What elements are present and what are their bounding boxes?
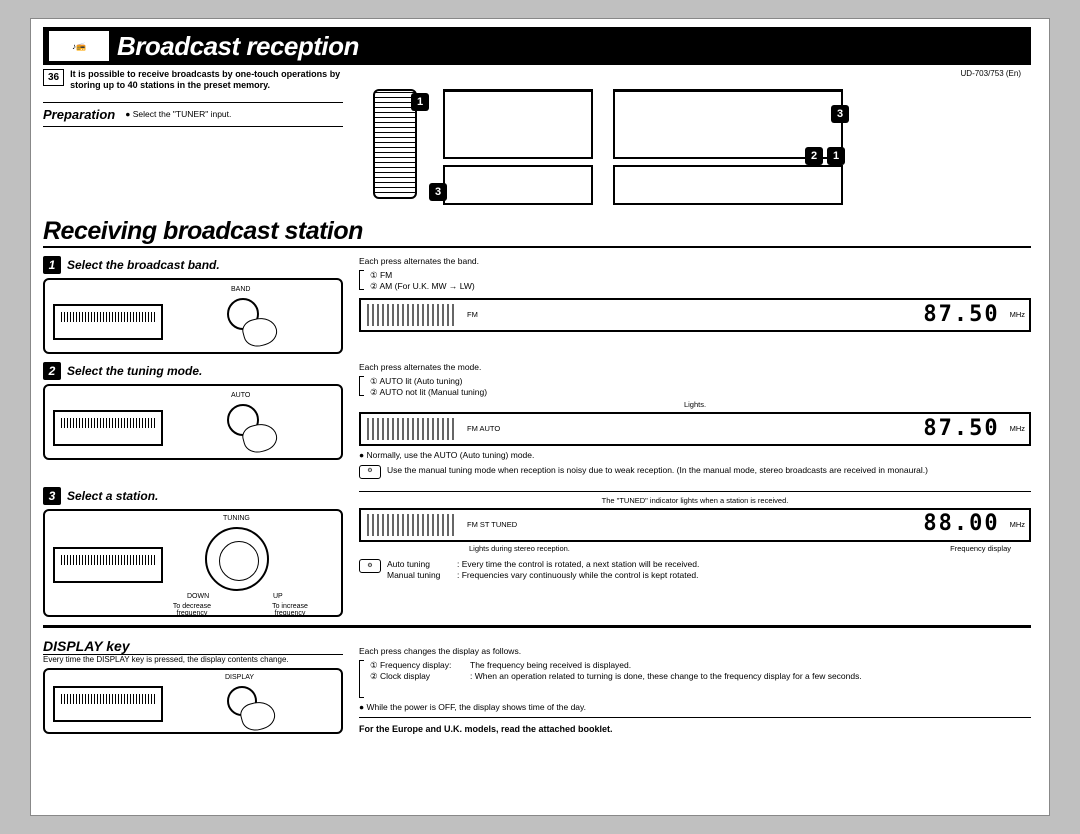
display-key-title: DISPLAY key [43, 638, 343, 655]
bracket3-icon [359, 660, 364, 698]
badge-1b-icon: 1 [827, 147, 845, 165]
auto-label: AUTO [231, 392, 250, 399]
step1-intro: Each press alternates the band. [359, 256, 1031, 267]
tuned-note: The "TUNED" indicator lights when a stat… [359, 496, 1031, 506]
step1-title: Select the broadcast band. [67, 258, 220, 272]
freq-3: 88.00 [923, 510, 999, 539]
dk-footer: For the Europe and U.K. models, read the… [359, 724, 1031, 736]
stack-left-bottom [443, 165, 593, 205]
step2-title: Select the tuning mode. [67, 364, 202, 378]
stereo-label: Lights during stereo reception. [469, 544, 570, 554]
dk-opt1-label: ① Frequency display: [370, 660, 470, 671]
step2-opt2: ② AUTO not lit (Manual tuning) [370, 387, 487, 398]
music-antenna-icon: ♪📻 [49, 31, 109, 61]
preparation-text: ● Select the "TUNER" input. [125, 109, 231, 119]
section-receiving-title: Receiving broadcast station [43, 217, 1031, 248]
freq-disp-label: Frequency display [950, 544, 1011, 554]
manual-tuning-desc: : Frequencies vary continuously while th… [457, 570, 1031, 581]
model-id: UD-703/753 (En) [961, 69, 1021, 78]
caution2-icon: ⚙ [359, 559, 381, 573]
step1-opt1: ① FM [370, 270, 475, 281]
step1-illustration: BAND [43, 278, 343, 354]
step1-number: 1 [43, 256, 61, 274]
band-label: BAND [231, 286, 250, 293]
dk-intro: Each press changes the display as follow… [359, 646, 1031, 657]
eq-icon [367, 304, 457, 326]
dk-opt2-desc: : When an operation related to turning i… [470, 671, 862, 682]
display-key-subtitle: Every time the DISPLAY key is pressed, t… [43, 655, 343, 664]
dk-opt2-label: ② Clock display [370, 671, 470, 682]
freq-1: 87.50 [923, 301, 999, 330]
step2-number: 2 [43, 362, 61, 380]
dec-label: To decrease frequency [165, 603, 219, 617]
step2-illustration: AUTO [43, 384, 343, 460]
bracket2-icon [359, 376, 364, 396]
step3-number: 3 [43, 487, 61, 505]
dk-note: ● While the power is OFF, the display sh… [359, 702, 1031, 713]
badge-2-icon: 2 [805, 147, 823, 165]
bracket-icon [359, 270, 364, 290]
display-panel-2: FM AUTO 87.50 MHz [359, 412, 1031, 446]
caution-icon: ⚙ [359, 465, 381, 479]
step2-note2: Use the manual tuning mode when receptio… [387, 465, 928, 476]
tuning-dial-icon [205, 527, 269, 591]
badge-3a-icon: 3 [429, 183, 447, 201]
display-panel-3: FM ST TUNED 88.00 MHz [359, 508, 1031, 542]
step2-intro: Each press alternates the mode. [359, 362, 1031, 373]
step1-opt2: ② AM (For U.K. MW → LW) [370, 281, 475, 292]
step3-illustration: TUNING DOWN UP To decrease frequency To … [43, 509, 343, 617]
up-label: UP [273, 593, 283, 600]
freq-2: 87.50 [923, 415, 999, 444]
intro-text: It is possible to receive broadcasts by … [70, 69, 343, 92]
manual-tuning-label: Manual tuning [387, 570, 457, 581]
step2-opt1: ① AUTO lit (Auto tuning) [370, 376, 487, 387]
preparation-label: Preparation [43, 107, 115, 122]
stack-left [443, 89, 593, 159]
display-panel-1: FM 87.50 MHz [359, 298, 1031, 332]
eq2-icon [367, 418, 457, 440]
display-label: DISPLAY [225, 674, 254, 681]
display-key-illustration: DISPLAY [43, 668, 343, 734]
dk-opt1-desc: The frequency being received is displaye… [470, 660, 862, 671]
page-title: Broadcast reception [117, 31, 359, 62]
inc-label: To increase frequency [263, 603, 317, 617]
page-number: 36 [43, 69, 64, 86]
lights-label: Lights. [359, 400, 1031, 410]
badge-1-icon: 1 [411, 93, 429, 111]
equipment-diagram: UD-703/753 (En) 1 3 3 2 1 [353, 69, 1031, 209]
badge-3b-icon: 3 [831, 105, 849, 123]
auto-tuning-desc: : Every time the control is rotated, a n… [457, 559, 1031, 570]
step3-title: Select a station. [67, 489, 158, 503]
tuning-label: TUNING [223, 515, 250, 522]
header-bar: ♪📻 Broadcast reception [43, 27, 1031, 65]
down-label: DOWN [187, 593, 209, 600]
auto-tuning-label: Auto tuning [387, 559, 457, 570]
stack-right-bottom [613, 165, 843, 205]
step2-note1: ● Normally, use the AUTO (Auto tuning) m… [359, 450, 1031, 461]
eq3-icon [367, 514, 457, 536]
